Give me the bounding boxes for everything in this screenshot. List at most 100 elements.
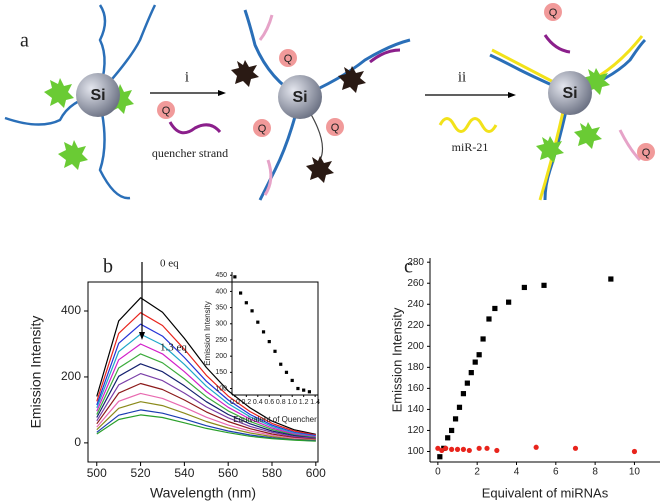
y-tick-label: 350 <box>215 304 227 311</box>
caption: miR-21 <box>452 140 489 154</box>
y-tick-label: 160 <box>407 383 424 394</box>
point <box>506 299 512 305</box>
strand <box>543 34 571 54</box>
y-tick-label: 250 <box>215 337 227 344</box>
x-tick-label: 0.4 <box>253 399 263 406</box>
x-tick-label: 0.8 <box>276 399 286 406</box>
point <box>273 349 277 353</box>
sphere-label: Si <box>292 89 307 106</box>
step-label: ii <box>458 69 466 85</box>
point <box>452 416 459 422</box>
quencher <box>637 143 655 161</box>
x-axis-label: Equivalent of miRNAs <box>482 485 609 500</box>
fluorophore <box>58 140 88 170</box>
fluorophore <box>44 78 74 108</box>
y-tick-label: 200 <box>215 353 227 360</box>
point <box>480 336 486 342</box>
point <box>456 404 463 410</box>
point <box>445 435 451 441</box>
point <box>439 447 445 454</box>
y-axis-label: Emission Intensity <box>389 307 404 412</box>
mirna <box>438 117 498 133</box>
point <box>302 388 306 392</box>
point <box>541 282 547 288</box>
point <box>449 446 455 452</box>
y-tick-label: 400 <box>61 303 81 317</box>
point <box>572 445 579 451</box>
point <box>466 447 472 454</box>
point <box>472 359 478 365</box>
point <box>484 445 490 451</box>
x-tick-label: 6 <box>553 467 559 478</box>
panel-label: a <box>20 30 29 52</box>
particle-1 <box>4 4 157 200</box>
y-tick-label: 150 <box>215 369 227 376</box>
quencher <box>326 118 344 136</box>
point <box>267 339 271 344</box>
quencher <box>544 3 562 21</box>
spectrum-line <box>96 343 316 438</box>
quencher-label: Q <box>331 122 340 134</box>
particle-2 <box>231 9 411 201</box>
spectrum-line <box>96 363 316 439</box>
silica-sphere <box>76 73 120 117</box>
y-tick-label: 200 <box>61 369 81 383</box>
x-tick-label: 0.6 <box>264 399 274 406</box>
spectrum-line <box>96 373 316 440</box>
annotation: 0 eq <box>160 258 179 270</box>
point <box>631 448 638 455</box>
x-axis-label: Wavelength (nm) <box>150 485 256 501</box>
point <box>608 276 614 282</box>
strand <box>97 4 157 96</box>
x-tick-label: 1.4 <box>310 399 320 406</box>
y-tick-label: 240 <box>407 299 424 310</box>
x-tick-label: 0.2 <box>241 399 251 406</box>
caption: quencher strand <box>152 146 228 160</box>
point <box>521 284 527 291</box>
silica-sphere <box>548 71 592 115</box>
point <box>533 444 539 450</box>
spectrum-line <box>96 401 316 441</box>
spectrum-line <box>96 414 316 442</box>
point <box>437 454 443 460</box>
strand <box>258 14 274 41</box>
panel-label: c <box>404 256 413 278</box>
panel-label: b <box>103 256 113 278</box>
quencher <box>157 101 175 119</box>
quencher-strand <box>168 121 222 135</box>
spectrum-line <box>96 323 316 437</box>
y-tick-label: 450 <box>215 272 227 279</box>
point <box>296 386 300 391</box>
y-tick-label: 100 <box>407 446 424 457</box>
plot-frame <box>87 281 319 463</box>
y-tick-label: 100 <box>215 385 227 392</box>
particle-3 <box>489 34 647 201</box>
quencher <box>279 49 297 67</box>
y-tick-label: 0 <box>74 435 81 449</box>
point <box>486 316 492 322</box>
point <box>476 352 482 358</box>
x-tick-label: 500 <box>87 466 107 480</box>
annotation-arrow-head <box>139 332 145 340</box>
spectrum-line <box>96 392 316 441</box>
point <box>464 380 470 386</box>
x-tick-label: 580 <box>262 466 282 480</box>
sphere-label: Si <box>562 85 577 102</box>
strand <box>263 159 273 196</box>
point <box>494 447 500 454</box>
quencher-label: Q <box>284 53 293 65</box>
x-tick-label: 600 <box>306 466 326 480</box>
point <box>284 370 289 374</box>
point <box>256 320 260 324</box>
spectrum-line <box>96 353 316 439</box>
x-tick-label: 1.0 <box>287 399 297 406</box>
y-tick-label: 120 <box>407 425 424 436</box>
point <box>449 427 455 434</box>
point <box>239 291 243 295</box>
spectrum-line <box>96 382 316 440</box>
x-axis-label: Equivalent of Quencher <box>233 415 317 424</box>
step-label: i <box>185 69 189 85</box>
point <box>443 445 449 451</box>
y-tick-label: 260 <box>407 278 424 289</box>
